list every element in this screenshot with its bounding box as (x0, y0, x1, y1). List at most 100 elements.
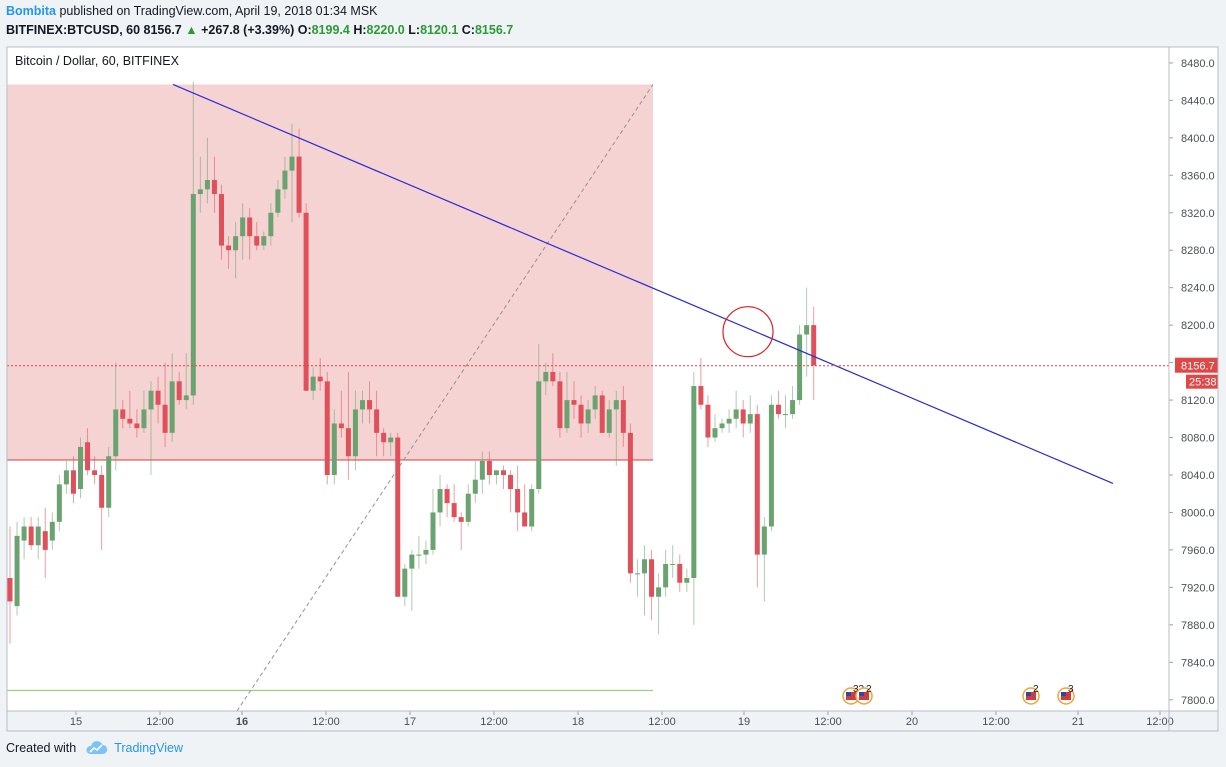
candle-body[interactable] (106, 456, 112, 508)
economic-event-flag-icon[interactable]: 2 (855, 684, 873, 705)
candle-body[interactable] (14, 535, 20, 607)
stop-loss-zone[interactable] (7, 84, 653, 461)
candle-body[interactable] (92, 470, 98, 475)
candle-body[interactable] (670, 563, 676, 565)
candle-body[interactable] (578, 404, 584, 424)
candle-body[interactable] (176, 381, 182, 401)
candle-body[interactable] (761, 526, 767, 555)
candle-body[interactable] (797, 334, 803, 401)
candle-body[interactable] (536, 381, 542, 490)
candle-body[interactable] (127, 418, 133, 424)
candle-body[interactable] (592, 395, 598, 410)
candle-body[interactable] (381, 432, 387, 443)
candle-body[interactable] (691, 386, 697, 579)
candle-body[interactable] (634, 573, 640, 575)
candle-body[interactable] (360, 400, 365, 410)
candle-body[interactable] (416, 554, 422, 556)
candle-body[interactable] (141, 409, 147, 429)
candle-body[interactable] (719, 423, 725, 429)
candle-body[interactable] (254, 236, 260, 246)
candle-body[interactable] (444, 489, 450, 504)
candle-body[interactable] (7, 578, 13, 602)
candle-body[interactable] (324, 381, 330, 475)
candle-body[interactable] (85, 442, 91, 471)
candle-body[interactable] (515, 489, 521, 513)
candle-body[interactable] (804, 325, 810, 335)
candle-body[interactable] (134, 423, 140, 429)
candle-body[interactable] (627, 432, 633, 574)
candle-body[interactable] (698, 386, 704, 405)
candle-body[interactable] (811, 325, 817, 366)
candle-body[interactable] (63, 470, 69, 485)
candle-body[interactable] (409, 554, 415, 569)
highlight-circle[interactable] (722, 306, 774, 358)
candle-body[interactable] (49, 521, 55, 541)
tradingview-link[interactable]: TradingView (114, 741, 183, 755)
candle-body[interactable] (508, 474, 514, 490)
candle-body[interactable] (663, 563, 669, 588)
candle-body[interactable] (712, 428, 718, 438)
candle-body[interactable] (183, 395, 189, 401)
candle-body[interactable] (247, 217, 253, 237)
candle-body[interactable] (642, 559, 647, 574)
candle-body[interactable] (649, 559, 655, 597)
candle-body[interactable] (226, 245, 232, 251)
candle-body[interactable] (289, 156, 295, 171)
candle-body[interactable] (211, 179, 217, 195)
candle-body[interactable] (501, 470, 506, 475)
candle-body[interactable] (155, 390, 161, 405)
candle-body[interactable] (423, 549, 429, 555)
candle-body[interactable] (99, 474, 105, 508)
candle-body[interactable] (726, 418, 732, 424)
candle-body[interactable] (740, 409, 746, 424)
candle-body[interactable] (268, 212, 274, 237)
candle-body[interactable] (599, 395, 605, 433)
candle-body[interactable] (28, 526, 34, 546)
candle-body[interactable] (352, 409, 358, 457)
trendline[interactable] (172, 83, 1114, 484)
candle-body[interactable] (656, 587, 662, 597)
candlestick-chart[interactable]: 33223 8480.08440.08400.08360.08320.08280… (0, 0, 1226, 740)
candle-body[interactable] (197, 189, 203, 195)
candle-body[interactable] (747, 414, 753, 424)
candle-body[interactable] (493, 470, 499, 475)
candle-body[interactable] (148, 390, 154, 410)
economic-event-flag-icon[interactable]: 2 (1022, 684, 1040, 705)
candle-body[interactable] (233, 236, 239, 251)
candle-body[interactable] (21, 526, 27, 541)
author-link[interactable]: Bombita (6, 4, 56, 18)
candle-body[interactable] (395, 437, 401, 597)
candle-body[interactable] (345, 428, 351, 457)
candle-body[interactable] (550, 371, 556, 382)
candle-body[interactable] (240, 217, 246, 237)
tradingview-cloud-icon[interactable] (84, 741, 108, 755)
candle-body[interactable] (169, 381, 175, 433)
candle-body[interactable] (120, 409, 126, 419)
candle-body[interactable] (754, 414, 760, 555)
candle-body[interactable] (606, 409, 612, 433)
candle-body[interactable] (338, 423, 344, 429)
candle-body[interactable] (367, 400, 373, 410)
candle-body[interactable] (684, 578, 690, 583)
candle-body[interactable] (768, 404, 774, 527)
candle-body[interactable] (620, 400, 626, 433)
candle-body[interactable] (219, 194, 224, 246)
candle-body[interactable] (310, 376, 316, 391)
candle-body[interactable] (42, 531, 48, 550)
candle-body[interactable] (479, 460, 485, 480)
candle-body[interactable] (705, 404, 711, 438)
candle-body[interactable] (613, 400, 619, 410)
candle-body[interactable] (543, 371, 549, 382)
candle-body[interactable] (35, 526, 41, 546)
candle-body[interactable] (430, 512, 436, 550)
candle-body[interactable] (465, 493, 471, 522)
candle-body[interactable] (529, 489, 535, 527)
candle-body[interactable] (261, 236, 267, 246)
candle-body[interactable] (388, 437, 394, 443)
candle-body[interactable] (113, 409, 119, 457)
candle-body[interactable] (790, 400, 796, 415)
candle-body[interactable] (56, 484, 62, 522)
candle-body[interactable] (486, 460, 492, 475)
candle-body[interactable] (374, 409, 380, 433)
economic-event-flag-icon[interactable]: 3 (1057, 684, 1075, 705)
